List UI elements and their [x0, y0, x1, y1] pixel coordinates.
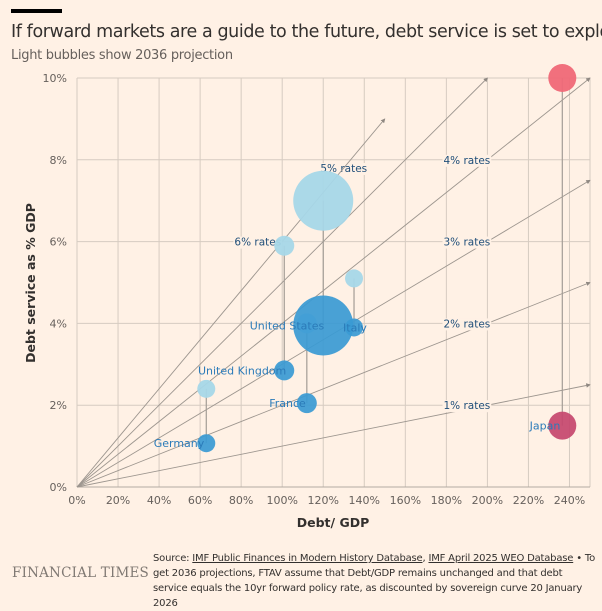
y-tick-label: 10% — [43, 72, 67, 85]
x-axis-title: Debt/ GDP — [297, 515, 370, 530]
rate-line-5pct — [76, 77, 488, 488]
rate-line-2pct — [76, 281, 591, 488]
rate-label-5pct: 5% rates — [320, 163, 367, 175]
germany-label: Germany — [154, 437, 205, 450]
x-tick-label: 0% — [68, 494, 85, 507]
france-current-bubble — [296, 393, 317, 414]
y-tick-label: 8% — [50, 154, 67, 167]
ft-header-bar — [11, 9, 62, 13]
source-note: Source: IMF Public Finances in Modern Hi… — [153, 551, 598, 611]
rate-label-1pct: 1% rates — [443, 400, 490, 412]
united-states-projection-bubble — [293, 170, 354, 231]
x-tick-label: 80% — [229, 494, 253, 507]
rate-label-background — [442, 400, 492, 413]
y-axis-title: Debt service as % GDP — [23, 203, 38, 363]
germany-projection-bubble — [197, 379, 216, 398]
x-tick-label: 160% — [390, 494, 421, 507]
rate-label-2pct: 2% rates — [443, 318, 490, 330]
x-tick-label: 240% — [554, 494, 585, 507]
y-tick-label: 4% — [50, 317, 67, 330]
chart-subtitle: Light bubbles show 2036 projection — [11, 48, 233, 63]
italy-current-bubble — [345, 318, 364, 337]
germany-current-bubble — [197, 434, 216, 453]
united-states-label: United States — [250, 319, 325, 332]
source-link-imf-weo[interactable]: IMF April 2025 WEO Database — [428, 553, 574, 564]
y-tick-label: 2% — [50, 399, 67, 412]
rate-label-3pct: 3% rates — [443, 237, 490, 249]
italy-projection-bubble — [345, 269, 364, 288]
x-tick-label: 40% — [147, 494, 171, 507]
x-tick-label: 120% — [308, 494, 339, 507]
y-tick-label: 0% — [50, 481, 67, 494]
x-tick-label: 220% — [513, 494, 544, 507]
x-tick-label: 180% — [431, 494, 462, 507]
japan-label: Japan — [529, 420, 561, 433]
united-kingdom-label: United Kingdom — [198, 364, 286, 377]
x-tick-label: 20% — [106, 494, 130, 507]
x-tick-label: 100% — [266, 494, 297, 507]
financial-times-logo: FINANCIAL TIMES — [12, 565, 150, 581]
rate-label-4pct: 4% rates — [443, 155, 490, 167]
rate-label-background — [442, 236, 492, 249]
source-separator: , — [422, 553, 429, 564]
x-tick-label: 140% — [349, 494, 380, 507]
united-kingdom-projection-bubble — [274, 235, 295, 256]
rate-line-4pct — [76, 77, 591, 488]
source-link-imf-public-finances[interactable]: IMF Public Finances in Modern History Da… — [192, 553, 423, 564]
bubble-chart: 0% 20% 40% 60% 80% 100% 120% 140% 160% 180% 200% 22… — [23, 64, 591, 530]
united-states-current-bubble — [293, 295, 354, 356]
chart-title: If forward markets are a guide to the fu… — [11, 22, 602, 42]
japan-projection-bubble — [548, 64, 577, 92]
rate-label-background — [233, 236, 283, 249]
rate-label-background — [442, 318, 492, 331]
united-kingdom-current-bubble — [274, 360, 295, 381]
source-prefix: Source: — [153, 553, 193, 564]
x-tick-label: 60% — [188, 494, 212, 507]
rate-label-6pct: 6% rates — [234, 237, 281, 249]
x-tick-label: 200% — [472, 494, 503, 507]
y-tick-label: 6% — [50, 236, 67, 249]
rate-label-background — [442, 154, 492, 167]
rate-line-1pct — [76, 383, 591, 488]
italy-label: Italy — [343, 321, 367, 334]
japan-current-bubble — [548, 411, 577, 440]
france-label: France — [269, 397, 306, 410]
